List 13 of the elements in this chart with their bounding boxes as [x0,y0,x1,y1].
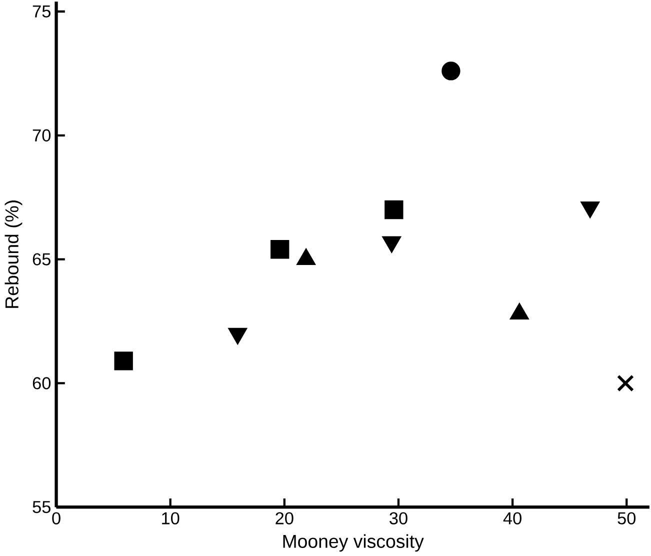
x-tick-label: 20 [276,512,294,524]
y-tick-label: 65 [32,252,50,266]
x-tick-label: 50 [618,512,636,524]
x-axis-title: Mooney viscosity [283,534,424,552]
x-tick-label: 40 [503,512,522,524]
y-tick-label: 55 [32,500,50,513]
y-tick-label: 60 [32,376,51,390]
x-tick-label: 10 [162,512,180,524]
y-tick-label: 75 [32,5,50,18]
x-tick-label: 30 [390,512,408,524]
y-tick-label: 70 [32,129,51,142]
x-tick-label: 0 [52,512,60,524]
y-axis-title: Rebound (%) [4,200,22,308]
